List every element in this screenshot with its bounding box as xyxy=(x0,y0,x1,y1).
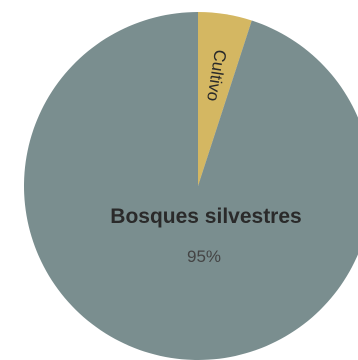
pie-slices xyxy=(23,12,358,360)
pie-slice-bosques-silvestres xyxy=(23,12,358,360)
pie-slice-cultivo xyxy=(198,12,252,186)
slice-value-bosques-silvestres: 95% xyxy=(187,247,221,266)
slice-label-bosques-silvestres: Bosques silvestres xyxy=(110,205,301,228)
